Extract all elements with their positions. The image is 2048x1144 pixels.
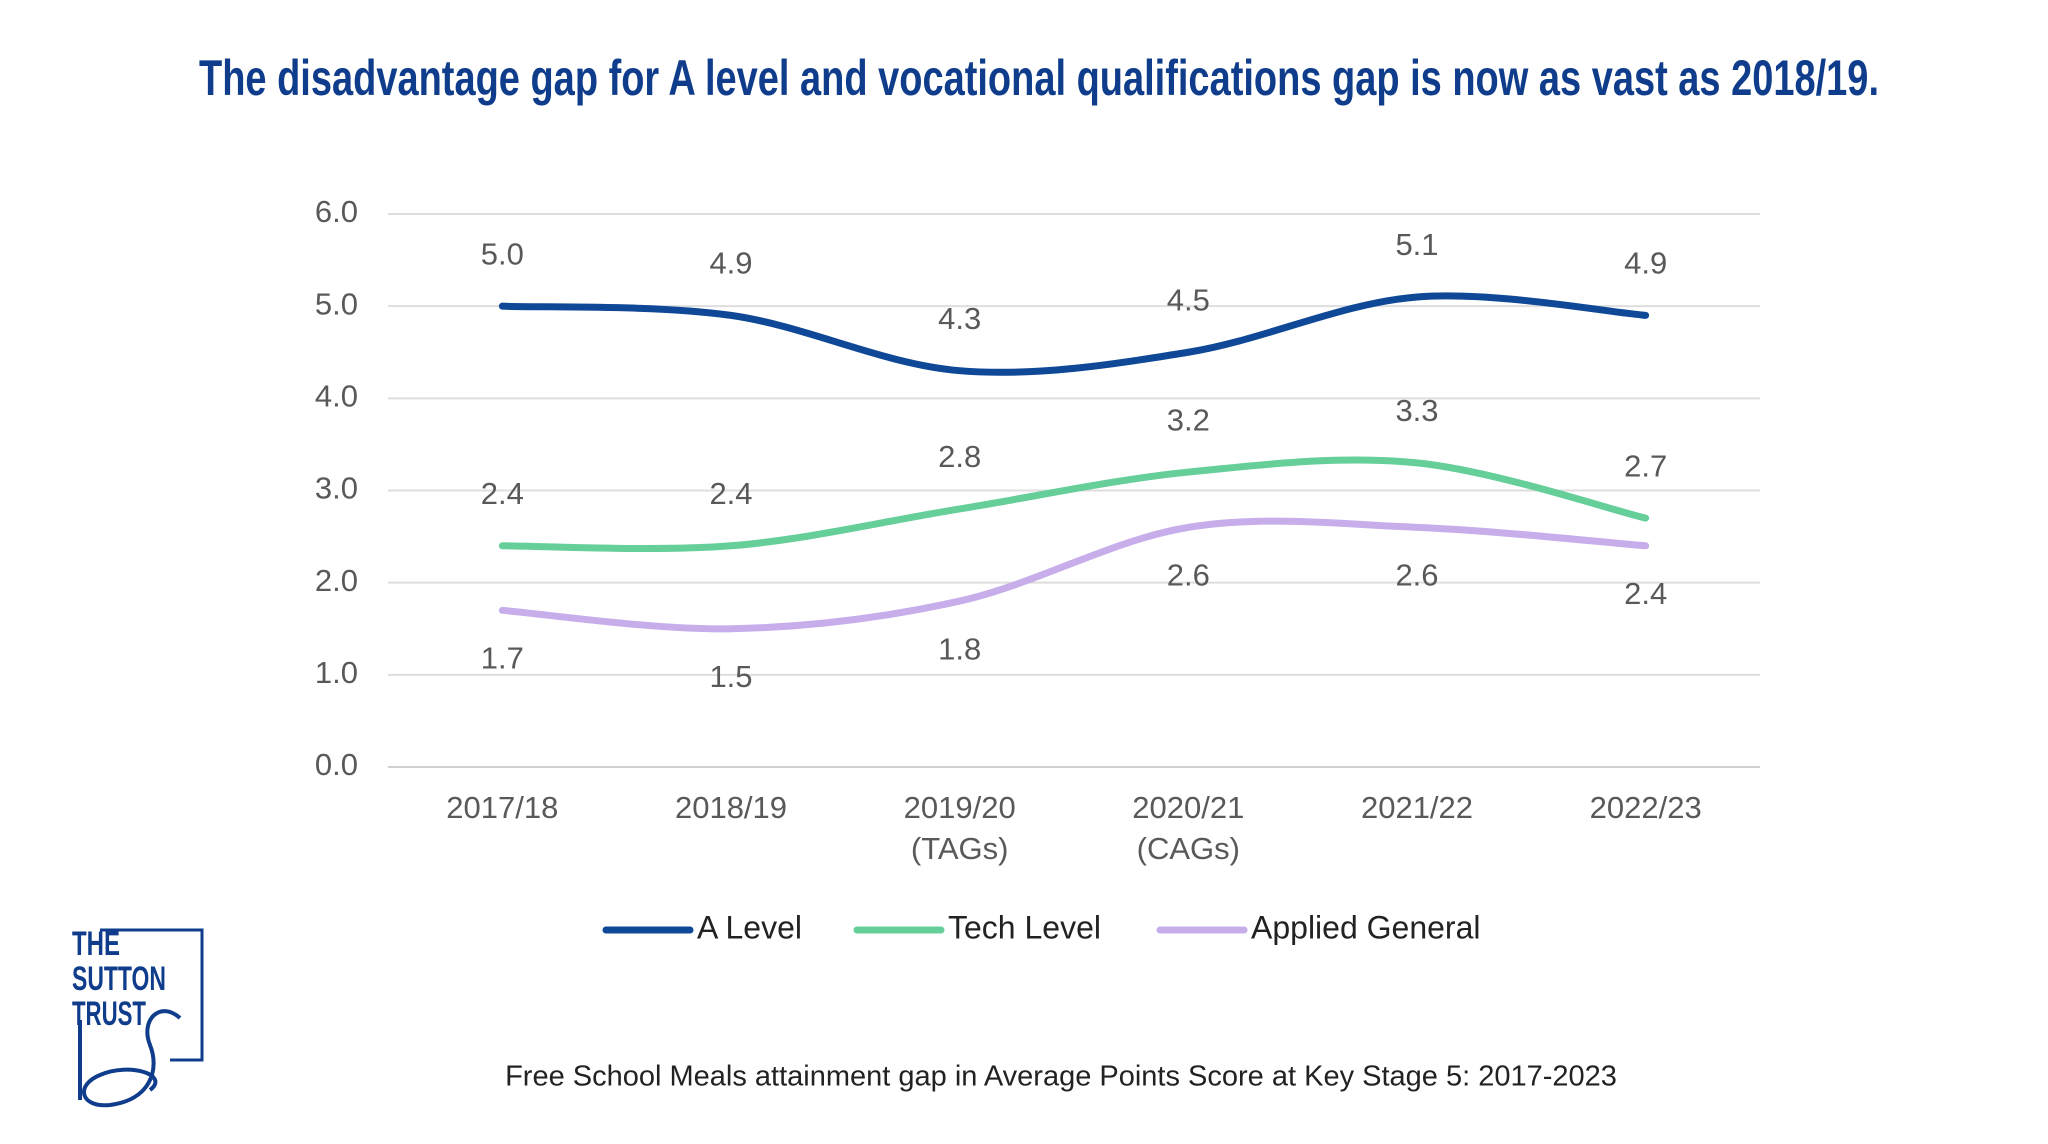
data-label: 4.9 (709, 246, 752, 281)
logo-text: THE (72, 925, 120, 963)
legend-label: Tech Level (948, 909, 1101, 945)
x-tick-label: 2018/19 (675, 790, 787, 825)
logo-frame (100, 928, 204, 1062)
data-label: 1.8 (938, 631, 981, 666)
legend-label: Applied General (1251, 909, 1480, 945)
data-label: 1.5 (709, 659, 752, 694)
legend-label: A Level (697, 909, 802, 945)
data-label: 2.7 (1624, 448, 1667, 483)
data-label: 2.6 (1395, 558, 1438, 593)
data-label: 5.1 (1395, 227, 1438, 262)
y-tick-label: 0.0 (315, 747, 358, 782)
data-label: 2.4 (481, 476, 524, 511)
data-label: 2.8 (938, 439, 981, 474)
caption: Free School Meals attainment gap in Aver… (505, 1061, 1617, 1093)
x-tick-label: 2021/22 (1361, 790, 1473, 825)
data-label: 3.3 (1395, 393, 1438, 428)
y-tick-label: 4.0 (315, 379, 358, 414)
y-tick-label: 2.0 (315, 563, 358, 598)
data-label: 4.3 (938, 301, 981, 336)
data-label: 5.0 (481, 236, 524, 271)
series-line (498, 517, 1650, 633)
x-tick-label: 2017/18 (446, 790, 558, 825)
series-line (498, 456, 1650, 553)
data-label: 2.4 (709, 476, 752, 511)
logo-swirl (78, 1009, 182, 1108)
x-tick-label: 2022/23 (1590, 790, 1702, 825)
logo: THE SUTTON TRUST (72, 925, 204, 1108)
x-tick-label: 2020/21 (CAGs) (1132, 790, 1244, 866)
y-tick-label: 6.0 (315, 194, 358, 229)
y-tick-label: 1.0 (315, 655, 358, 690)
data-label: 3.2 (1167, 402, 1210, 437)
data-label: 1.7 (481, 641, 524, 676)
data-label: 2.4 (1624, 576, 1667, 611)
logo-text: SUTTON (72, 960, 166, 998)
chart-title: The disadvantage gap for A level and voc… (199, 50, 1879, 106)
logo-text: TRUST (72, 995, 146, 1033)
data-label: 2.6 (1167, 558, 1210, 593)
data-label: 4.5 (1167, 282, 1210, 317)
series-line (498, 292, 1650, 376)
y-tick-label: 3.0 (315, 471, 358, 506)
data-label: 4.9 (1624, 246, 1667, 281)
x-tick-label: 2019/20 (TAGs) (904, 790, 1016, 866)
y-tick-label: 5.0 (315, 286, 358, 321)
